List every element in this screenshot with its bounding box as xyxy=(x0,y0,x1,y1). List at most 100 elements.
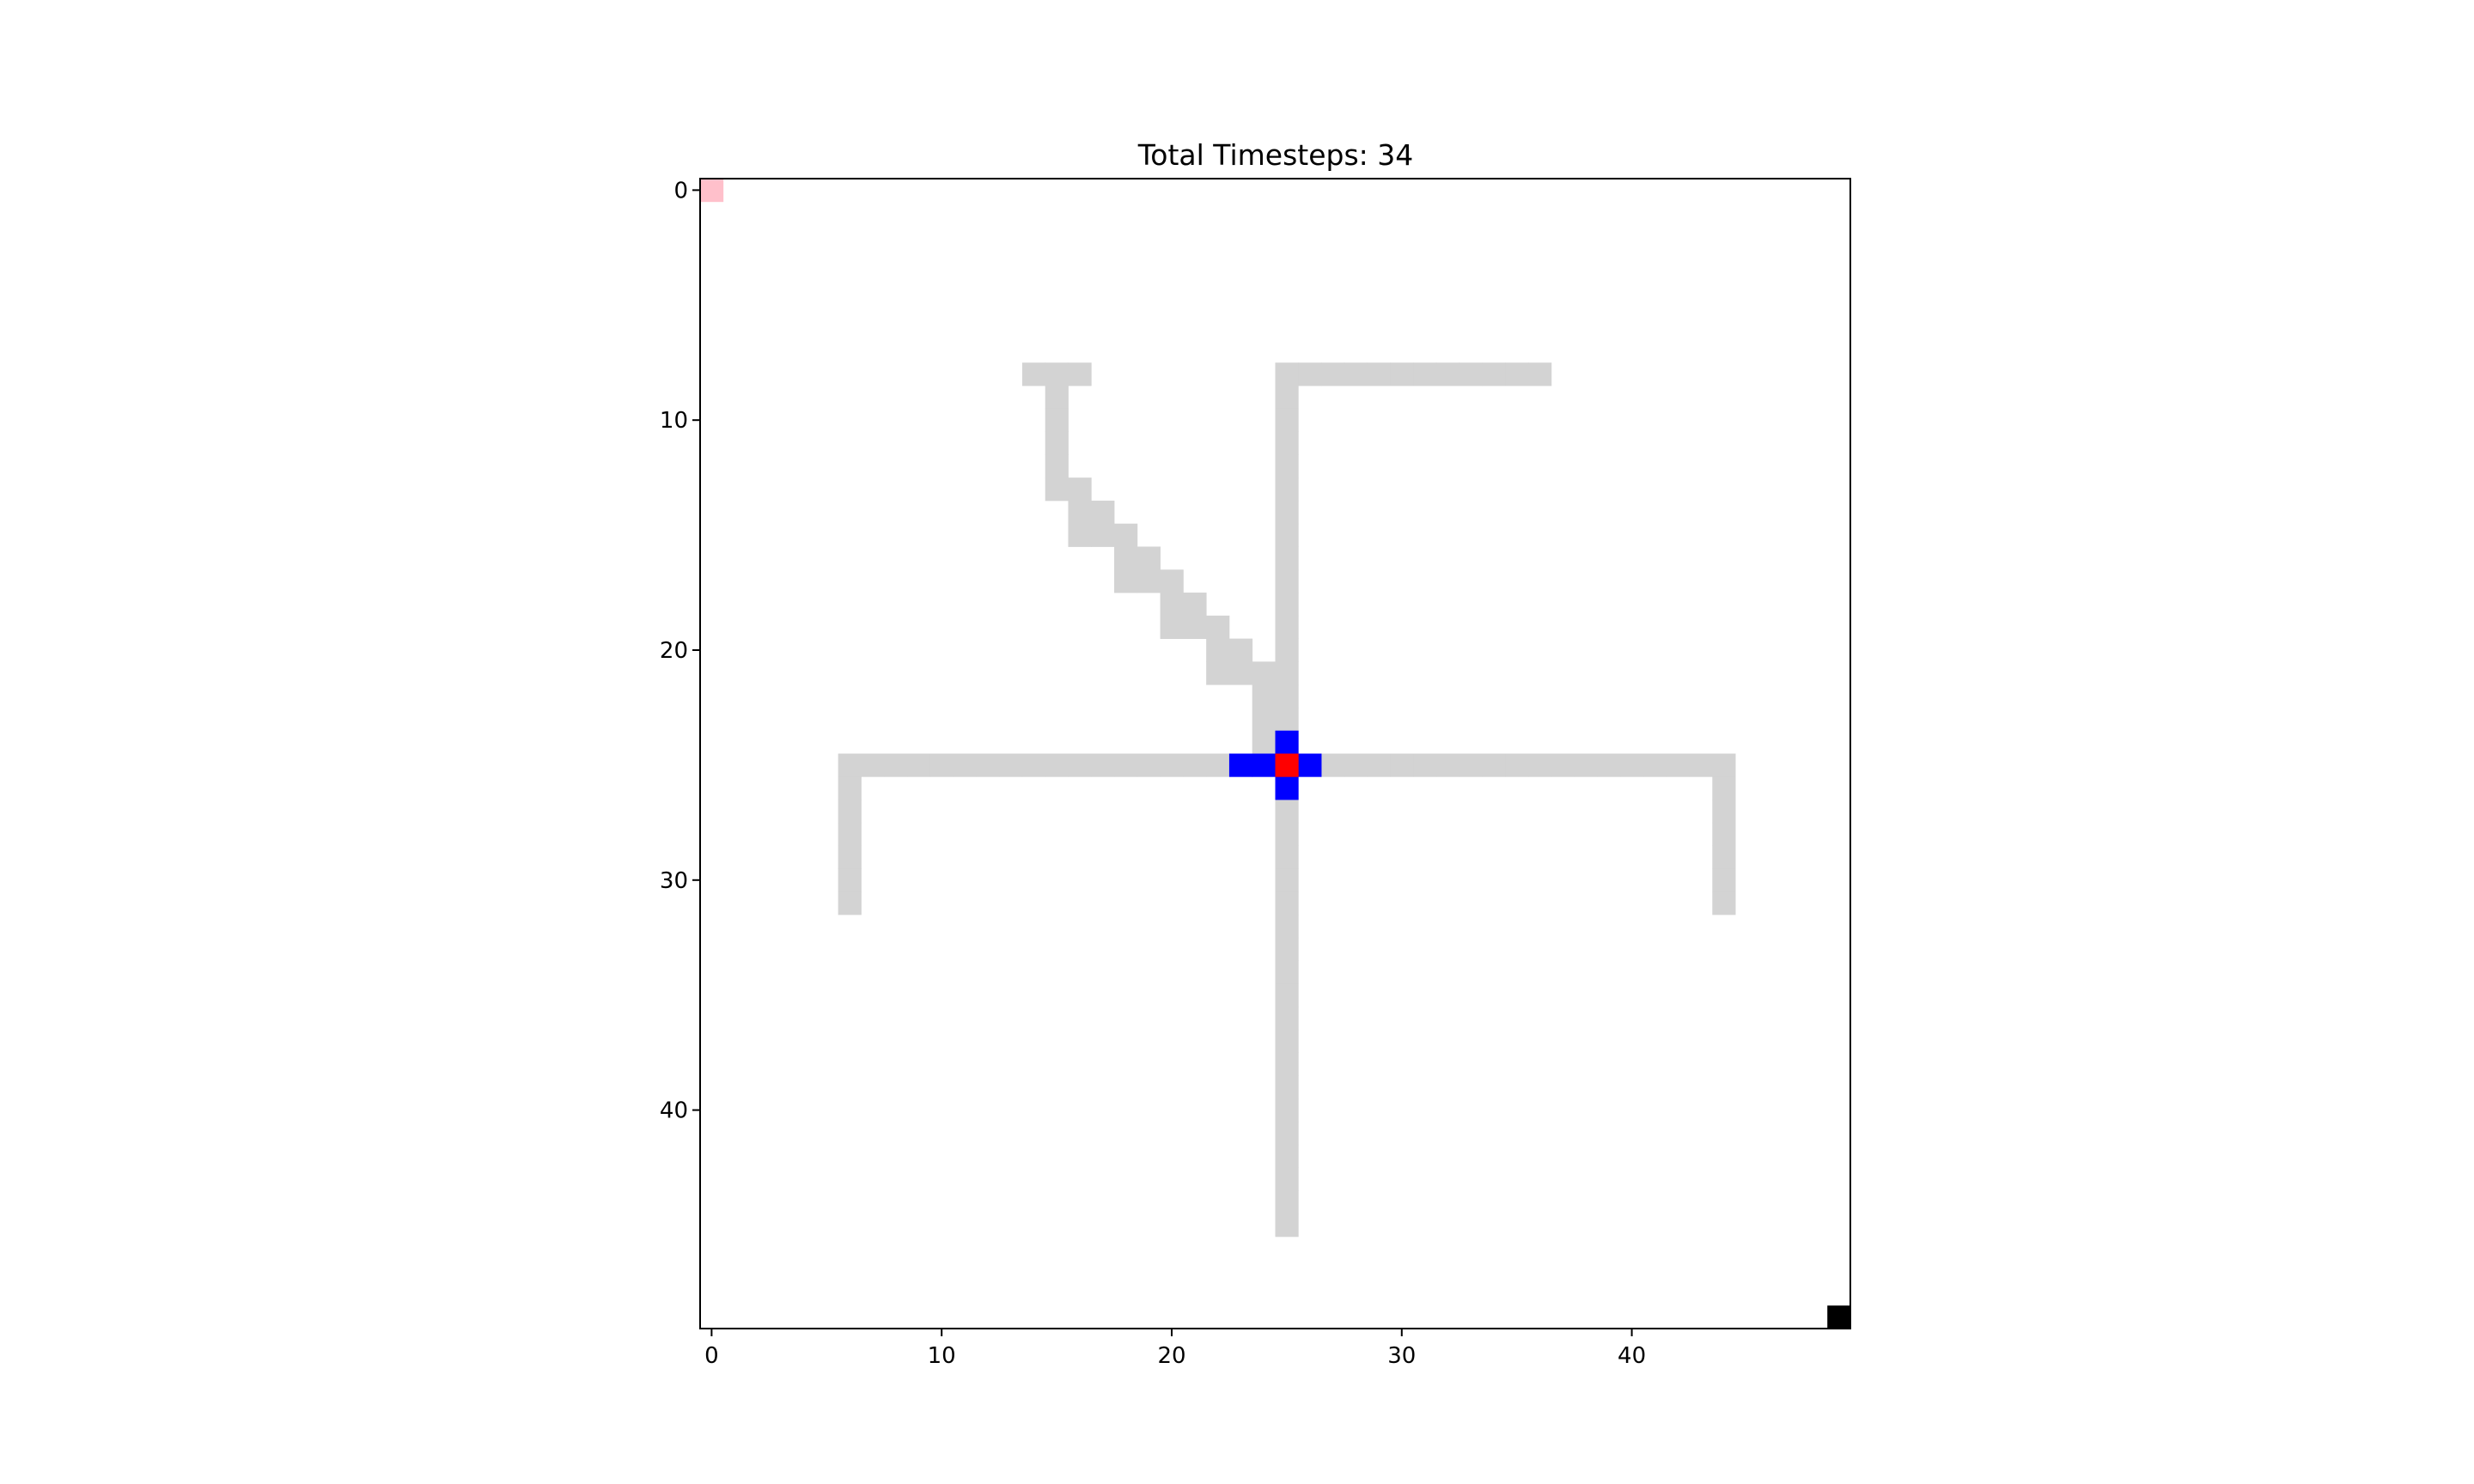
path-cell xyxy=(838,776,862,800)
path-cell xyxy=(1275,431,1299,455)
path-cell xyxy=(1367,753,1391,777)
plot-area-frame xyxy=(699,178,1851,1329)
path-cell xyxy=(1045,477,1069,502)
path-cell xyxy=(1459,362,1483,386)
path-cell xyxy=(1114,546,1138,570)
path-cell xyxy=(1298,362,1322,386)
path-cell xyxy=(1160,569,1184,593)
path-cell xyxy=(1505,362,1529,386)
path-cell xyxy=(1275,523,1299,547)
path-cell xyxy=(1712,868,1736,892)
agent-cross-cell xyxy=(1228,753,1253,777)
path-cell xyxy=(1275,1007,1299,1031)
path-cell xyxy=(1435,362,1460,386)
path-cell xyxy=(1275,1167,1299,1191)
path-cell xyxy=(1275,800,1299,824)
path-cell xyxy=(838,891,862,915)
path-cell xyxy=(1367,362,1391,386)
path-cell xyxy=(1321,362,1345,386)
path-cell xyxy=(1275,661,1299,685)
path-cell xyxy=(838,800,862,824)
path-cell xyxy=(1642,753,1667,777)
path-cell xyxy=(1091,753,1115,777)
path-cell xyxy=(1045,362,1069,386)
path-cell xyxy=(1689,753,1713,777)
path-cell xyxy=(1228,661,1253,685)
path-cell xyxy=(1275,1190,1299,1214)
path-cell xyxy=(1068,477,1092,502)
path-cell xyxy=(1114,753,1138,777)
path-cell xyxy=(1206,638,1230,662)
path-cell xyxy=(976,753,1000,777)
path-cell xyxy=(1528,753,1552,777)
heatmap-cells xyxy=(700,179,1851,1329)
path-cell xyxy=(861,753,885,777)
path-cell xyxy=(1275,408,1299,432)
path-cell xyxy=(1712,753,1736,777)
path-cell xyxy=(1275,1052,1299,1076)
path-cell xyxy=(1321,753,1345,777)
path-cell xyxy=(1597,753,1621,777)
path-cell xyxy=(1275,845,1299,869)
path-cell xyxy=(1068,753,1092,777)
path-cell xyxy=(1275,569,1299,593)
path-cell xyxy=(1183,593,1207,617)
path-cell xyxy=(1136,753,1161,777)
agent-cross-cell xyxy=(1252,753,1276,777)
x-axis: 0 10 20 30 40 xyxy=(704,1329,1646,1369)
y-tick-label: 40 xyxy=(660,1098,688,1124)
path-cell xyxy=(838,868,862,892)
path-cell xyxy=(1435,753,1460,777)
path-cell xyxy=(1666,753,1690,777)
path-cell xyxy=(1275,891,1299,915)
y-tick-label: 20 xyxy=(660,638,688,664)
path-cell xyxy=(1620,753,1644,777)
path-cell xyxy=(838,845,862,869)
path-cell xyxy=(1275,1121,1299,1146)
x-tick-label: 10 xyxy=(928,1343,956,1369)
path-cell xyxy=(1275,546,1299,570)
path-cell xyxy=(1206,615,1230,639)
path-cell xyxy=(1344,753,1368,777)
x-tick-label: 20 xyxy=(1157,1343,1185,1369)
path-cell xyxy=(1183,753,1207,777)
agent-cross-cell xyxy=(1298,753,1322,777)
path-cell xyxy=(1528,362,1552,386)
agent-cell xyxy=(1275,753,1299,777)
path-cell xyxy=(1275,362,1299,386)
path-cell xyxy=(1021,753,1046,777)
path-cell xyxy=(1114,523,1138,547)
path-cell xyxy=(1136,569,1161,593)
path-cell xyxy=(1275,593,1299,617)
path-cell xyxy=(1275,822,1299,847)
path-cell xyxy=(1275,937,1299,961)
path-cell xyxy=(1505,753,1529,777)
path-cell xyxy=(1275,868,1299,892)
path-cell xyxy=(1275,914,1299,939)
path-cell xyxy=(1275,983,1299,1007)
path-cell xyxy=(1413,753,1437,777)
path-cell xyxy=(1712,845,1736,869)
path-cell xyxy=(1045,386,1069,410)
start-cell xyxy=(700,179,724,203)
y-tick-label: 0 xyxy=(673,178,688,204)
path-cell xyxy=(1390,362,1414,386)
path-cell xyxy=(1228,638,1253,662)
path-cell xyxy=(1068,362,1092,386)
path-cell xyxy=(1482,753,1506,777)
path-cell xyxy=(1275,1144,1299,1168)
path-cell xyxy=(1275,500,1299,525)
path-cell xyxy=(1275,477,1299,502)
path-cell xyxy=(1160,753,1184,777)
agent-cross-cell xyxy=(1275,776,1299,800)
path-cell xyxy=(1160,615,1184,639)
path-cell xyxy=(1275,615,1299,639)
path-cell xyxy=(1114,569,1138,593)
path-cell xyxy=(1252,661,1276,685)
path-cell xyxy=(953,753,977,777)
path-cell xyxy=(1206,753,1230,777)
path-cell xyxy=(1482,362,1506,386)
x-tick-label: 40 xyxy=(1618,1343,1646,1369)
path-cell xyxy=(1136,546,1161,570)
x-tick-label: 0 xyxy=(704,1343,719,1369)
